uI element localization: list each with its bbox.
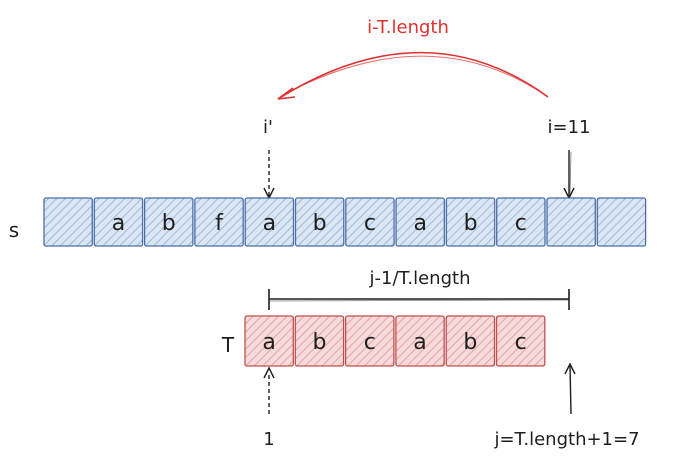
s-cell: b [445, 197, 496, 247]
s-cell-label: a [112, 211, 125, 236]
i-arrow [563, 150, 575, 200]
t-cell: b [445, 315, 496, 367]
t-cell: c [344, 315, 395, 367]
t-label: T [221, 333, 235, 357]
s-cell-label: c [364, 211, 376, 236]
i-prime-label: i' [263, 117, 273, 138]
s-cell: b [143, 197, 194, 247]
s-label: s [9, 218, 19, 242]
t-cell: b [294, 315, 345, 367]
s-cell [546, 197, 596, 247]
one-label: 1 [263, 429, 274, 450]
s-cell [43, 197, 93, 247]
s-cell-label: c [515, 211, 527, 236]
j-label: j=T.length+1=7 [493, 429, 639, 450]
offset-label: i-T.length [367, 17, 449, 38]
s-cell-label: b [464, 211, 478, 236]
s-cell: c [496, 197, 546, 247]
i-label: i=11 [548, 117, 591, 138]
i-prime-arrow [263, 150, 275, 200]
s-cell-label: a [263, 211, 276, 236]
t-cell-label: a [413, 330, 426, 355]
j-arrow [564, 362, 576, 415]
s-cell: b [294, 197, 345, 247]
s-cell-label: b [313, 211, 327, 236]
t-cell-label: a [262, 330, 275, 355]
s-cell: f [194, 197, 244, 247]
s-cell-label: f [215, 211, 224, 236]
s-cell-label: a [414, 211, 427, 236]
offset-arrow [277, 51, 549, 100]
t-cell: a [395, 315, 445, 367]
s-cell [596, 197, 647, 247]
t-cell-label: c [364, 330, 376, 355]
s-cell: a [395, 197, 446, 247]
t-cell-label: b [463, 330, 477, 355]
s-cell: a [244, 197, 295, 247]
span-line [268, 289, 570, 310]
t-cell: c [495, 315, 546, 367]
t-cell-label: c [515, 330, 527, 355]
s-cell-label: b [162, 211, 176, 236]
t-cell-label: b [312, 330, 326, 355]
t-cell: a [244, 315, 294, 367]
s-cell: a [93, 197, 144, 247]
one-arrow [263, 366, 275, 414]
s-cell: c [345, 197, 395, 247]
span-label: j-1/T.length [369, 268, 471, 289]
